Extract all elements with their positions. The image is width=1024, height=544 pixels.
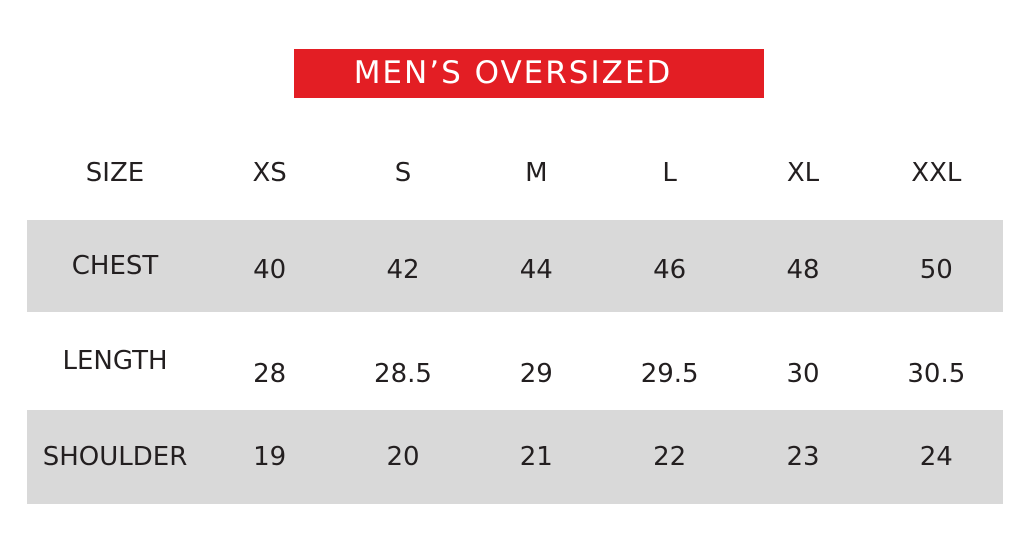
- cell-chest-m: 44: [519, 255, 553, 285]
- cell-chest-s: 42: [386, 255, 420, 285]
- row-label-shoulder: SHOULDER: [42, 442, 188, 472]
- category-banner-label: MEN’S OVERSIZED: [353, 55, 673, 91]
- table-header-row: SIZE XS S M L XL XXL: [27, 126, 1003, 220]
- cell-shoulder-s: 20: [386, 442, 420, 472]
- cell-length-l: 29.5: [640, 359, 699, 389]
- column-header-m: M: [525, 158, 548, 188]
- cell-chest-l: 46: [653, 255, 687, 285]
- cell-chest-xl: 48: [786, 255, 820, 285]
- cell-shoulder-xl: 23: [786, 442, 820, 472]
- column-header-xs: XS: [252, 158, 287, 188]
- column-header-s: S: [394, 158, 412, 188]
- cell-length-xs: 28: [253, 359, 287, 389]
- cell-shoulder-l: 22: [653, 442, 687, 472]
- cell-length-m: 29: [519, 359, 553, 389]
- column-header-xl: XL: [786, 158, 820, 188]
- cell-length-xl: 30: [786, 359, 820, 389]
- category-banner: MEN’S OVERSIZED: [294, 49, 764, 98]
- cell-chest-xs: 40: [253, 255, 287, 285]
- table-row-length: LENGTH 28 28.5 29 29.5 30 30.5: [27, 312, 1003, 410]
- cell-shoulder-xxl: 24: [919, 442, 953, 472]
- size-chart-table: SIZE XS S M L XL XXL CHEST 40 42 44 46 4…: [27, 126, 1003, 504]
- cell-length-s: 28.5: [374, 359, 432, 389]
- row-label-chest: CHEST: [71, 251, 159, 281]
- column-header-size: SIZE: [85, 158, 145, 188]
- column-header-l: L: [662, 158, 677, 188]
- row-label-length: LENGTH: [62, 346, 168, 376]
- cell-shoulder-m: 21: [519, 442, 553, 472]
- table-row-chest: CHEST 40 42 44 46 48 50: [27, 220, 1003, 312]
- cell-chest-xxl: 50: [919, 255, 953, 285]
- column-header-xxl: XXL: [911, 158, 962, 188]
- cell-shoulder-xs: 19: [253, 442, 287, 472]
- table-row-shoulder: SHOULDER 19 20 21 22 23 24: [27, 410, 1003, 504]
- cell-length-xxl: 30.5: [907, 359, 966, 389]
